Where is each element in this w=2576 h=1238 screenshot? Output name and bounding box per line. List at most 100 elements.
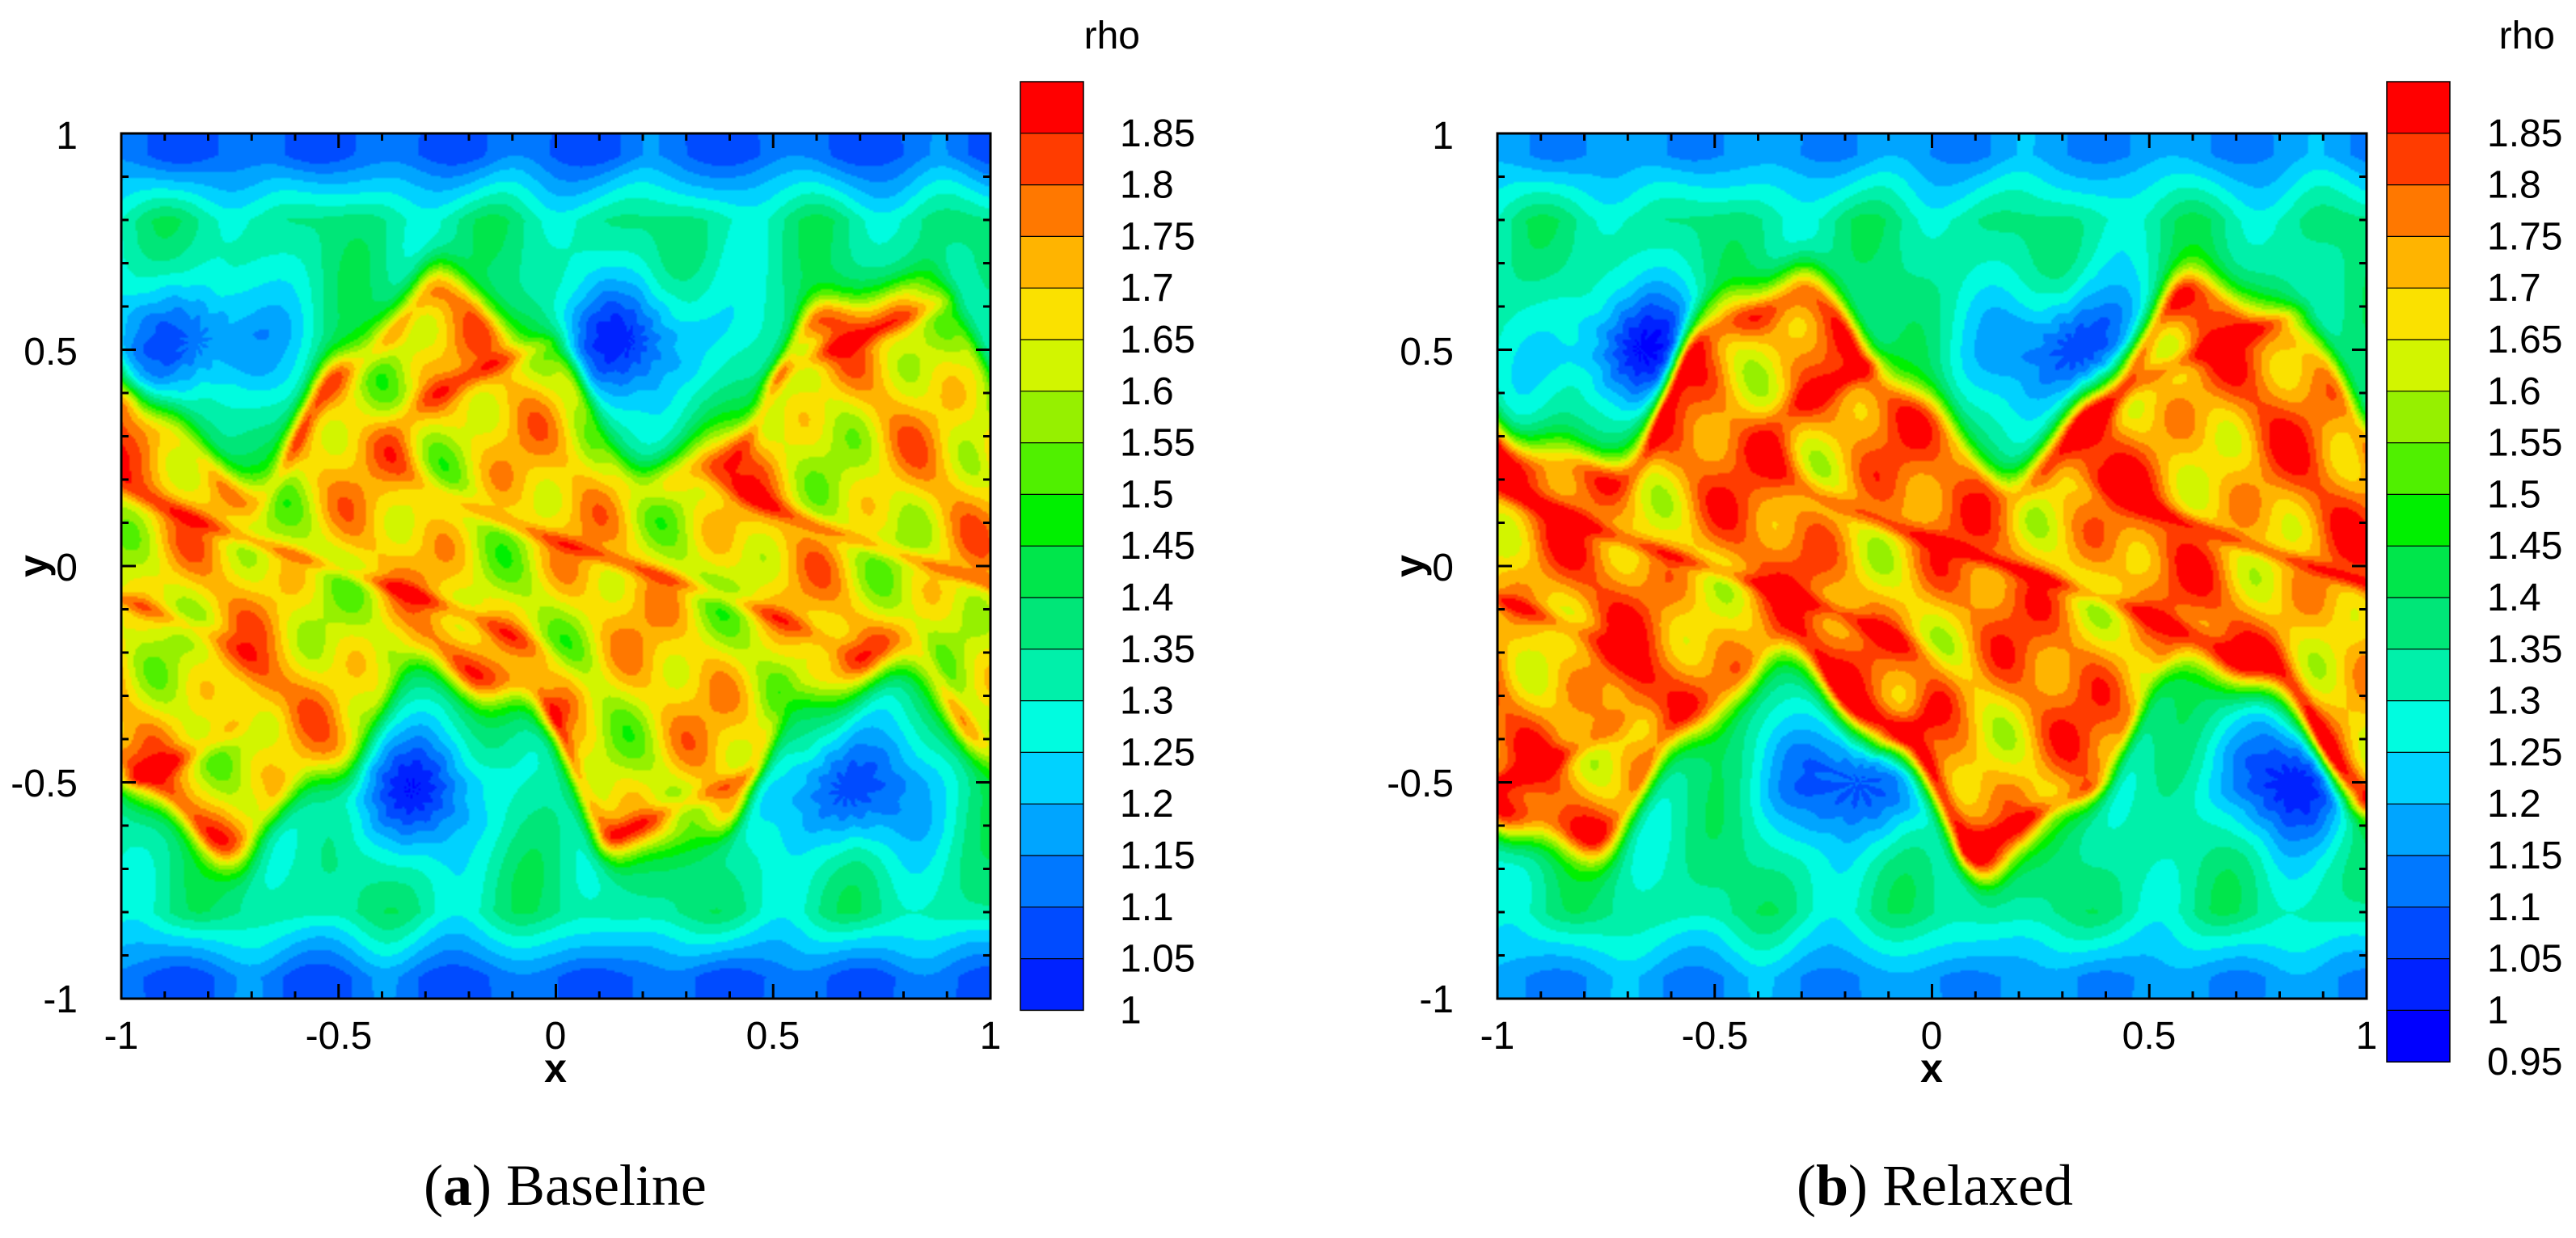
colorbar-swatch	[2387, 752, 2450, 805]
colorbar-swatch	[2387, 1010, 2450, 1063]
colorbar-tick-label: 1.55	[1120, 422, 1195, 465]
colorbar-swatch	[2387, 442, 2450, 495]
colorbar-frame	[1020, 81, 1084, 1012]
colorbar-swatch	[2387, 133, 2450, 186]
colorbar-tick-label: 1.2	[2487, 783, 2541, 826]
colorbar-tick-label: 1.1	[2487, 886, 2541, 929]
x-tick-label: 0.5	[2122, 1015, 2177, 1058]
colorbar-tick-label: 1.8	[2487, 164, 2541, 207]
colorbar-swatch	[1020, 236, 1083, 289]
colorbar-swatch	[1020, 906, 1083, 960]
colorbar-swatch	[2387, 340, 2450, 392]
colorbar-swatch	[1020, 856, 1083, 908]
colorbar-swatch	[2387, 700, 2450, 753]
colorbar-tick-label: 1.6	[1120, 370, 1174, 413]
x-axis-label: x	[544, 1046, 567, 1091]
colorbar-swatch	[2387, 82, 2450, 134]
colorbar-swatch	[2387, 804, 2450, 856]
y-tick-label: 0	[56, 547, 78, 589]
y-tick-label: -1	[1419, 978, 1454, 1021]
colorbar-a	[1020, 81, 1084, 1012]
colorbar-tick-label: 1.25	[2487, 731, 2562, 774]
colorbar-frame	[2386, 81, 2451, 1063]
caption-letter: a	[443, 1153, 472, 1218]
colorbar-tick-label: 1.1	[1120, 886, 1174, 929]
colorbar-tick-label: 1.25	[1120, 731, 1195, 774]
colorbar-tick-label: 1.55	[2487, 422, 2562, 465]
colorbar-swatch	[1020, 340, 1083, 392]
colorbar-swatch	[2387, 649, 2450, 702]
colorbar-labels-a: 1.85 1.8 1.75 1.7 1.65 1.6 1.55 1.5 1.45 1.4 1.35 1…	[1120, 112, 1195, 1033]
colorbar-swatch	[2387, 391, 2450, 444]
colorbar-tick-label: 1.2	[1120, 783, 1174, 826]
colorbar-labels-b: 1.85 1.8 1.75 1.7 1.65 1.6 1.55 1.5 1.45 1.4 1.35 1…	[2487, 112, 2562, 1084]
colorbar-tick-label: 1	[1120, 989, 1142, 1032]
colorbar-tick-label: 1.7	[2487, 267, 2541, 310]
x-tick-label: -1	[1480, 1015, 1515, 1058]
y-tick-label: -0.5	[11, 763, 78, 805]
colorbar-tick-label: 1.65	[2487, 319, 2562, 361]
colorbar-swatch	[1020, 958, 1083, 1011]
colorbar-title: rho	[2499, 15, 2555, 57]
colorbar-swatch	[1020, 546, 1083, 598]
colorbar-tick-label: 1.15	[1120, 834, 1195, 877]
axis-ticks-b	[1496, 132, 2368, 1000]
colorbar-tick-label: 1.75	[1120, 215, 1195, 258]
caption-text: Relaxed	[1882, 1153, 2073, 1218]
y-tick-label: 0.5	[1400, 331, 1454, 374]
colorbar-tick-label: 1.4	[1120, 577, 1174, 619]
panel-a: 1 0.5 0 -0.5 -1 -1 -0.5 0 0.5 1 x y rho …	[11, 15, 1195, 1218]
colorbar-tick-label: 1.85	[1120, 112, 1195, 155]
colorbar-swatch	[1020, 288, 1083, 340]
colorbar-tick-label: 1.8	[1120, 164, 1174, 207]
heatmap-a-field	[121, 133, 990, 999]
axis-ticks-a	[120, 132, 992, 1000]
y-axis-label: y	[11, 555, 56, 577]
colorbar-title: rho	[1084, 15, 1140, 57]
colorbar-tick-label: 1.3	[1120, 680, 1174, 723]
colorbar-swatch	[2387, 184, 2450, 237]
x-tick-label: 0	[545, 1015, 567, 1058]
colorbar-tick-label: 1.3	[2487, 680, 2541, 723]
colorbar-b	[2386, 81, 2451, 1063]
colorbar-tick-label: 0.95	[2487, 1041, 2562, 1084]
y-tick-label: -0.5	[1387, 763, 1454, 805]
colorbar-tick-label: 1.5	[1120, 473, 1174, 516]
colorbar-swatch	[2387, 236, 2450, 289]
caption-text: Baseline	[506, 1153, 707, 1218]
colorbar-swatch	[2387, 494, 2450, 547]
colorbar-tick-label: 1.4	[2487, 577, 2541, 619]
colorbar-swatch	[1020, 598, 1083, 650]
colorbar-swatch	[2387, 906, 2450, 960]
x-tick-label: 0	[1921, 1015, 1943, 1058]
colorbar-tick-label: 1.05	[1120, 938, 1195, 981]
y-tick-label: -1	[43, 978, 78, 1021]
x-tick-label: -0.5	[1682, 1015, 1749, 1058]
x-tick-label: 1	[2356, 1015, 2378, 1058]
x-tick-label: 1	[980, 1015, 1002, 1058]
colorbar-tick-label: 1.5	[2487, 473, 2541, 516]
colorbar-swatch	[2387, 598, 2450, 650]
colorbar-tick-label: 1.45	[2487, 525, 2562, 568]
colorbar-tick-label: 1.85	[2487, 112, 2562, 155]
colorbar-swatch	[2387, 546, 2450, 598]
colorbar-swatch	[2387, 288, 2450, 340]
y-tick-label: 1	[56, 115, 78, 158]
colorbar-swatch	[1020, 752, 1083, 805]
colorbar-tick-label: 1	[2487, 989, 2509, 1032]
caption-letter: b	[1816, 1153, 1848, 1218]
caption-b: (b) Relaxed	[1797, 1153, 2073, 1218]
colorbar-tick-label: 1.15	[2487, 834, 2562, 877]
colorbar-tick-label: 1.6	[2487, 370, 2541, 413]
colorbar-swatch	[2387, 856, 2450, 908]
y-axis-label: y	[1387, 555, 1432, 577]
x-axis-label: x	[1920, 1046, 1943, 1091]
colorbar-tick-label: 1.45	[1120, 525, 1195, 568]
y-tick-label: 1	[1432, 115, 1454, 158]
colorbar-tick-label: 1.35	[2487, 628, 2562, 671]
colorbar-swatch	[1020, 649, 1083, 702]
panel-b: 1 0.5 0 -0.5 -1 -1 -0.5 0 0.5 1 x y rho …	[1387, 15, 2562, 1218]
colorbar-tick-label: 1.05	[2487, 938, 2562, 981]
colorbar-tick-label: 1.75	[2487, 215, 2562, 258]
